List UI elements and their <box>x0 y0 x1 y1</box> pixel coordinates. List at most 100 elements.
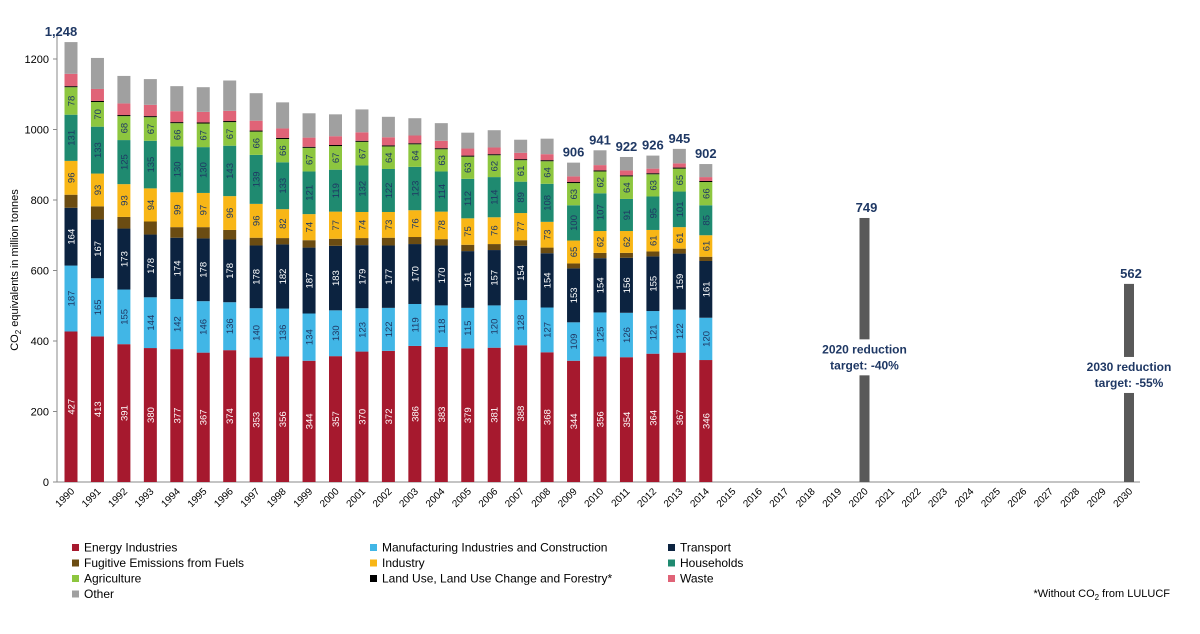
target-label: 749 <box>856 200 878 215</box>
bar-segment <box>646 229 660 252</box>
bar-segment <box>302 313 316 361</box>
bar-segment <box>593 193 607 232</box>
value-label: 386 <box>410 406 421 422</box>
legend-swatch <box>72 590 79 598</box>
value-label: 122 <box>675 323 686 339</box>
value-label: 367 <box>675 409 686 425</box>
bar-segment <box>593 231 607 253</box>
x-tick-label: 1998 <box>265 486 289 510</box>
bar-segment <box>276 102 290 129</box>
x-tick-label: 1999 <box>292 486 316 510</box>
value-label: 109 <box>569 334 580 350</box>
bar-segment <box>143 117 157 141</box>
bar-segment <box>672 253 686 310</box>
bar-segment <box>461 178 475 219</box>
bar-segment <box>434 239 448 246</box>
value-label: 99 <box>172 204 183 215</box>
x-tick-label: 2006 <box>477 486 501 510</box>
value-label: 377 <box>172 408 183 424</box>
bar-segment <box>170 192 184 228</box>
value-label: 62 <box>596 177 607 188</box>
footnote: *Without CO2 from LULUCF <box>1034 588 1171 602</box>
bar-segment <box>355 141 369 166</box>
value-label: 82 <box>278 218 289 229</box>
value-label: 76 <box>490 225 501 236</box>
value-label: 65 <box>675 175 686 186</box>
value-label: 178 <box>225 263 236 279</box>
x-tick-label: 2027 <box>1032 486 1056 510</box>
bar-segment <box>276 244 290 309</box>
bar-segment <box>355 165 369 212</box>
x-tick-label: 2022 <box>900 486 924 510</box>
bar-segment <box>249 130 263 132</box>
value-label: 64 <box>622 182 633 193</box>
value-label: 133 <box>93 142 104 158</box>
bar-segment <box>540 247 554 254</box>
total-label: 926 <box>642 138 664 153</box>
value-label: 120 <box>490 319 501 335</box>
bar-segment <box>249 357 263 482</box>
bar-segment <box>90 100 104 103</box>
value-label: 165 <box>93 299 104 315</box>
legend-label: Households <box>680 556 743 570</box>
value-label: 154 <box>543 272 554 288</box>
bar-segment <box>276 162 290 210</box>
value-label: 127 <box>543 322 554 338</box>
bar-segment <box>223 121 237 123</box>
bar-segment <box>408 144 422 167</box>
value-label: 134 <box>305 329 316 345</box>
bar-segment <box>64 42 78 74</box>
bar-segment <box>487 250 501 306</box>
bar-segment <box>276 209 290 239</box>
bar-segment <box>619 176 633 199</box>
bar-segment <box>593 356 607 482</box>
bar-segment <box>487 177 501 218</box>
total-label: 906 <box>563 145 585 160</box>
legend-swatch <box>668 575 675 582</box>
bar-segment <box>196 122 210 124</box>
value-label: 368 <box>543 409 554 425</box>
value-label: 139 <box>252 171 263 187</box>
x-tick-label: 1996 <box>212 486 236 510</box>
value-label: 178 <box>199 262 210 278</box>
value-label: 101 <box>675 201 686 217</box>
bar-segment <box>196 227 210 239</box>
bar-segment <box>461 132 475 149</box>
value-label: 380 <box>146 407 157 423</box>
value-label: 344 <box>569 413 580 429</box>
bar-segment <box>170 86 184 112</box>
bar-segment <box>434 140 448 149</box>
bar-segment <box>302 360 316 482</box>
bar-segment <box>64 73 78 87</box>
value-label: 91 <box>622 210 633 221</box>
bar-segment <box>117 216 131 229</box>
bar-segment <box>619 156 633 171</box>
bar-segment <box>90 219 104 279</box>
bar-segment <box>64 265 78 332</box>
bar-segment <box>64 160 78 195</box>
value-label: 78 <box>437 220 448 231</box>
bar-segment <box>408 303 422 346</box>
value-label: 128 <box>516 315 527 331</box>
x-tick-label: 2019 <box>821 486 845 510</box>
value-label: 67 <box>305 154 316 165</box>
bar-segment <box>90 102 104 127</box>
x-tick-label: 1995 <box>186 486 210 510</box>
bar-segment <box>381 146 395 169</box>
bar-segment <box>672 148 686 164</box>
bar-segment <box>170 227 184 238</box>
bar-segment <box>461 307 475 349</box>
bar-segment <box>540 161 554 184</box>
value-label: 74 <box>305 222 316 233</box>
value-label: 121 <box>648 324 659 340</box>
value-label: 115 <box>463 321 474 336</box>
legend-swatch <box>370 575 377 582</box>
bar-segment <box>646 353 660 482</box>
bar-segment <box>355 109 369 133</box>
annotation: target: -55% <box>1095 376 1164 390</box>
value-label: 67 <box>225 129 236 140</box>
x-tick-label: 2014 <box>688 486 712 510</box>
x-tick-label: 1993 <box>133 486 157 510</box>
bar-segment <box>619 257 633 313</box>
value-label: 130 <box>331 325 342 341</box>
